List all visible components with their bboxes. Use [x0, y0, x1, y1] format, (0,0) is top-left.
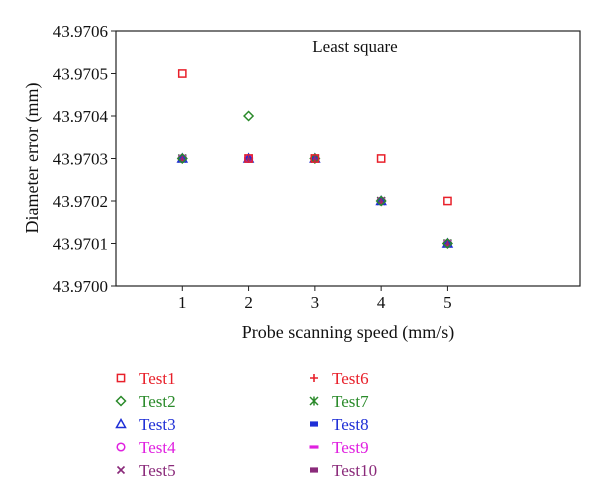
legend-item: Test3 [115, 415, 176, 434]
legend-item: Test8 [310, 415, 369, 434]
y-tick-label: 43.9704 [53, 107, 109, 126]
x-axis: 1 2 3 4 5 [178, 286, 452, 312]
legend-marker [116, 442, 126, 452]
legend-marker [309, 445, 319, 449]
legend-item: Test7 [309, 392, 369, 411]
y-tick-label: 43.9705 [53, 65, 108, 84]
legend-label: Test8 [332, 415, 369, 434]
x-tick-label: 2 [244, 293, 253, 312]
plot-area [115, 30, 581, 287]
y-axis: 43.9700 43.9701 43.9702 43.9703 43.9704 43.97… [53, 22, 116, 296]
data-point [441, 237, 453, 250]
data-point [243, 110, 255, 122]
legend-marker [115, 417, 127, 429]
y-tick-label: 43.9700 [53, 277, 108, 296]
x-tick-label: 5 [443, 293, 452, 312]
legend-item: Test5 [116, 461, 176, 480]
legend-item: Test10 [310, 461, 377, 480]
y-tick-label: 43.9706 [53, 22, 108, 41]
legend-marker [310, 374, 318, 382]
y-tick-label: 43.9703 [53, 150, 108, 169]
x-tick-label: 1 [178, 293, 187, 312]
legend: Test1 Test2 Test3 Test4 Test5 Test6 Test7 Test8… [115, 369, 377, 480]
legend-item: Test4 [116, 438, 176, 457]
x-tick-label: 4 [377, 293, 386, 312]
legend-label: Test10 [332, 461, 377, 480]
legend-label: Test5 [139, 461, 176, 480]
data-point [176, 152, 188, 165]
legend-item: Test6 [310, 369, 369, 388]
legend-label: Test3 [139, 415, 176, 434]
legend-label: Test7 [332, 392, 369, 411]
chart-title: Least square [312, 37, 397, 56]
legend-label: Test2 [139, 392, 176, 411]
legend-item: Test9 [309, 438, 369, 457]
x-axis-label: Probe scanning speed (mm/s) [242, 322, 454, 343]
y-axis-label: Diameter error (mm) [22, 83, 43, 234]
y-tick-label: 43.9702 [53, 192, 108, 211]
legend-marker [310, 467, 318, 473]
legend-item: Test2 [115, 392, 176, 411]
y-tick-label: 43.9701 [53, 235, 108, 254]
legend-marker [309, 396, 319, 406]
legend-label: Test9 [332, 438, 369, 457]
data-point [310, 154, 320, 163]
legend-label: Test6 [332, 369, 369, 388]
legend-marker [115, 395, 127, 407]
data-point [376, 154, 386, 163]
data-points [176, 69, 454, 250]
series-test1 [177, 69, 452, 206]
x-tick-label: 3 [311, 293, 320, 312]
data-point [177, 69, 187, 78]
legend-marker [310, 421, 318, 427]
data-point [244, 154, 253, 163]
legend-item: Test1 [116, 369, 176, 388]
legend-marker [116, 465, 126, 475]
data-point [443, 196, 452, 206]
legend-label: Test1 [139, 369, 176, 388]
legend-marker [116, 373, 126, 383]
data-point [375, 195, 387, 207]
legend-label: Test4 [139, 438, 176, 457]
